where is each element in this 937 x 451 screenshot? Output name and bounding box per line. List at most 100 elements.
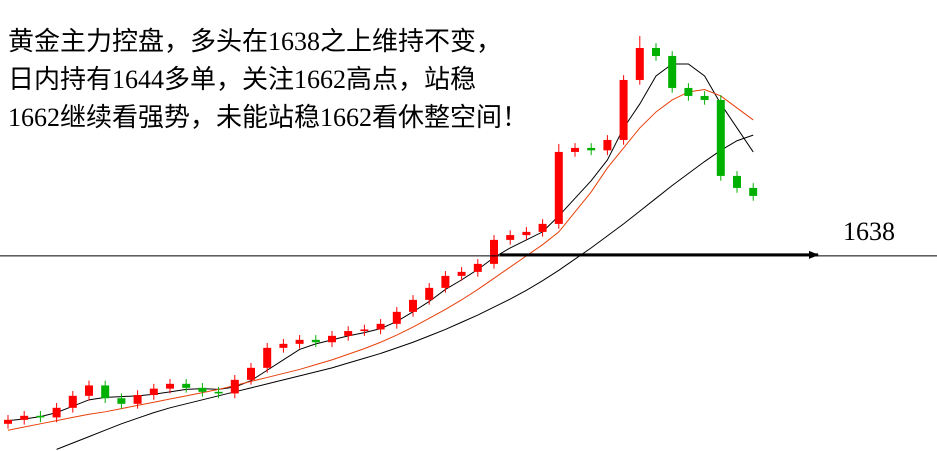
candle-body [360, 329, 369, 332]
candle [344, 326, 353, 341]
candle-body [149, 388, 158, 396]
candle-body [490, 239, 498, 264]
candle [554, 143, 563, 229]
candle-body [166, 383, 174, 389]
candle [133, 390, 142, 409]
candle-body [230, 379, 239, 394]
moving-average-line [56, 134, 754, 450]
candle-body [279, 343, 288, 348]
candle-body [20, 415, 29, 420]
candle [279, 339, 288, 353]
candle-body [700, 95, 709, 100]
candle-body [652, 47, 660, 56]
candle [198, 383, 207, 397]
candle-body [554, 151, 563, 224]
candle [457, 267, 466, 281]
candle-body [425, 287, 434, 300]
candle [214, 387, 223, 399]
candle-body [716, 99, 725, 176]
candle [85, 380, 93, 401]
candle-body [117, 398, 126, 404]
candle [684, 83, 693, 101]
candle [603, 135, 612, 156]
candle [619, 75, 628, 145]
candle [295, 335, 304, 349]
candle [749, 183, 758, 201]
candle [668, 51, 677, 93]
annotation-line: 日内持有1644多单，关注1662高点，站稳 [8, 65, 476, 94]
candle [441, 271, 450, 293]
candle-body [473, 263, 482, 272]
candle-body [36, 415, 45, 418]
candle-body [328, 335, 336, 343]
level-label: 1638 [843, 217, 895, 246]
candle [360, 324, 369, 336]
candle [4, 415, 12, 429]
candle [652, 43, 660, 61]
candle-body [295, 339, 304, 344]
annotation-line: 1662继续看强势，未能站稳1662看休整空间！ [8, 103, 528, 132]
annotation: 1638 黄金主力控盘，多头在1638之上维持不变， 日内持有1644多单，关注16… [8, 27, 895, 246]
candle-body [522, 231, 531, 236]
candle-body [684, 87, 693, 96]
candle-body [4, 419, 12, 424]
candle [247, 363, 255, 385]
candle [409, 295, 417, 317]
candle-body [635, 47, 644, 80]
candle [101, 380, 110, 404]
candle [473, 259, 482, 277]
candle [20, 411, 29, 425]
candle [425, 283, 434, 305]
candle [52, 403, 61, 423]
candle [263, 343, 272, 373]
candle-body [603, 139, 612, 151]
candle [587, 143, 596, 156]
candle [635, 35, 644, 85]
candle-body [441, 275, 450, 288]
candle [36, 411, 45, 423]
candle-body [376, 323, 385, 330]
candle-body [182, 383, 191, 388]
candle-body [214, 391, 223, 394]
candle-body [392, 311, 401, 324]
moving-average-line [7, 89, 754, 431]
candle [149, 383, 158, 400]
candle-body [749, 187, 758, 196]
candle [311, 335, 320, 348]
candle-body [52, 407, 61, 418]
candle [328, 331, 336, 348]
candle-body [571, 147, 579, 152]
candle [166, 379, 174, 394]
candle-body [409, 299, 417, 312]
candle [700, 91, 709, 105]
candle-body [619, 79, 628, 140]
candle [392, 307, 401, 329]
candle-body [311, 339, 320, 343]
candle [230, 375, 239, 399]
candle-body [263, 347, 272, 368]
candle [538, 219, 547, 237]
candle-body [538, 223, 547, 232]
candle-body [133, 395, 142, 404]
plot-area [0, 35, 937, 450]
candle-body [733, 175, 741, 188]
candle [571, 143, 579, 157]
candle [68, 391, 77, 413]
candle-body [101, 385, 110, 399]
candle-body [198, 387, 207, 392]
candle-body [247, 367, 255, 380]
candle-body [68, 395, 77, 408]
candle [376, 319, 385, 335]
candle [522, 227, 531, 240]
candle [733, 171, 741, 193]
candle-body [587, 147, 596, 151]
candle-body [668, 55, 677, 88]
candle-body [457, 271, 466, 276]
candle [490, 235, 498, 269]
candle [716, 95, 725, 181]
annotation-line: 黄金主力控盘，多头在1638之上维持不变， [8, 27, 502, 56]
candle-body [85, 385, 93, 396]
candle [506, 230, 515, 245]
candle-body [506, 235, 515, 240]
